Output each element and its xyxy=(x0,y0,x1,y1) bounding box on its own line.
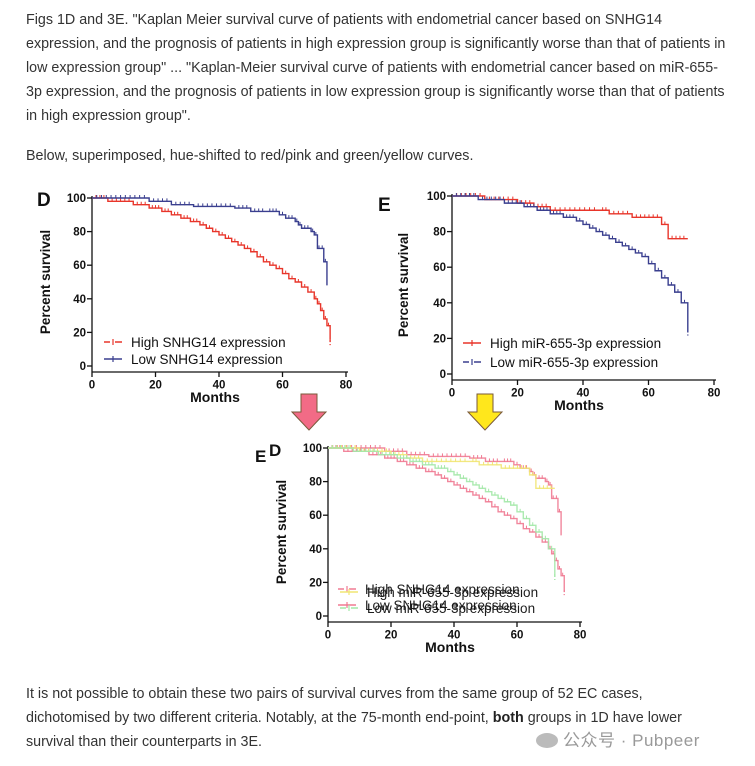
legend-label: High miR-655-3p expression xyxy=(490,336,661,351)
series-4-curve xyxy=(328,445,556,580)
wechat-icon xyxy=(536,733,558,748)
y-tick-label: 0 xyxy=(316,611,322,623)
series-1-step-line xyxy=(452,195,688,240)
series-1-step-line xyxy=(92,197,331,340)
series-1-curve xyxy=(92,195,331,346)
conclusion-emphasis: both xyxy=(492,710,524,726)
x-axis-title: Months xyxy=(425,639,475,655)
y-tick-label: 0 xyxy=(440,369,446,381)
y-tick-label: 20 xyxy=(433,333,446,345)
legend-label: High SNHG14 expression xyxy=(131,335,286,350)
series-2-curve xyxy=(92,195,328,286)
series-2-curve xyxy=(452,193,689,336)
x-tick-label: 20 xyxy=(149,380,162,392)
chart-panel-d: 0 20 40 60 80 100 0 20 40 60 80 Months Percent survi… xyxy=(38,193,352,405)
x-tick-label: 60 xyxy=(642,388,655,400)
series-4-step-line xyxy=(328,447,556,574)
x-tick-label: 80 xyxy=(708,388,721,400)
legend-label: Low miR-655-3p expression xyxy=(367,601,535,616)
watermark: 公众号 · Pubpeer xyxy=(536,726,700,751)
legend-label: Low miR-655-3p expression xyxy=(490,355,658,370)
legend-label: High SNHG14 expression xyxy=(365,582,520,597)
x-tick-label: 40 xyxy=(448,630,461,642)
x-tick-label: 0 xyxy=(325,630,331,642)
x-tick-label: 0 xyxy=(89,380,95,392)
y-tick-label: 100 xyxy=(67,193,86,205)
conclusion-paragraph: It is not possible to obtain these two p… xyxy=(26,682,726,754)
y-tick-label: 80 xyxy=(433,227,446,239)
x-tick-label: 80 xyxy=(574,630,587,642)
series-3-step-line xyxy=(328,447,555,490)
conclusion-text-b: groups in 1D have lower survival than th… xyxy=(26,710,682,750)
y-axis-title: Percent survival xyxy=(396,233,411,337)
panel-letter-e: E xyxy=(378,195,391,216)
overlay-note: Below, superimposed, hue-shifted to red/… xyxy=(26,148,474,164)
panel-letter-e-overlay: E xyxy=(255,447,266,466)
legend-label: High miR-655-3p expression xyxy=(367,585,538,600)
chart-panel-e: 0 20 40 60 80 100 0 20 40 60 80 Months Percent survi… xyxy=(396,191,720,413)
legend: High SNHG14 expression Low SNHG14 express… xyxy=(104,335,286,367)
down-arrow-pink xyxy=(290,393,328,431)
y-tick-label: 40 xyxy=(433,298,446,310)
y-tick-label: 40 xyxy=(309,544,322,556)
y-tick-label: 100 xyxy=(303,443,322,455)
x-tick-label: 0 xyxy=(449,388,455,400)
x-tick-label: 80 xyxy=(340,380,353,392)
legend-label: Low SNHG14 expression xyxy=(131,352,283,367)
x-tick-label: 20 xyxy=(385,630,398,642)
legend-label: Low SNHG14 expression xyxy=(365,598,517,613)
x-axis-title: Months xyxy=(554,397,604,413)
y-axis-title: Percent survival xyxy=(38,230,53,334)
y-tick-label: 0 xyxy=(80,361,86,373)
y-tick-label: 80 xyxy=(309,477,322,489)
y-tick-label: 20 xyxy=(73,327,86,339)
chart-panel-overlay: 0 20 40 60 80 100 0 20 40 60 80 Months Percent survi… xyxy=(274,443,586,655)
y-axis-title: Percent survival xyxy=(274,480,289,584)
y-tick-label: 100 xyxy=(427,191,446,203)
watermark-text: 公众号 · Pubpeer xyxy=(563,731,700,750)
conclusion-text-a: It is not possible to obtain these two p… xyxy=(26,686,643,726)
x-tick-label: 40 xyxy=(213,380,226,392)
y-tick-label: 60 xyxy=(433,262,446,274)
series-2-curve xyxy=(328,445,562,536)
y-tick-label: 60 xyxy=(309,510,322,522)
y-tick-label: 40 xyxy=(73,294,86,306)
panel-letter-d-overlay: D xyxy=(269,441,281,460)
y-tick-label: 60 xyxy=(73,260,86,272)
down-arrow-yellow xyxy=(466,393,504,431)
x-tick-label: 20 xyxy=(511,388,524,400)
panel-letter-d: D xyxy=(37,190,51,211)
legend: High miR-655-3p expression Low miR-655-3p… xyxy=(463,336,661,370)
caption-paragraph: Figs 1D and 3E. "Kaplan Meier survival c… xyxy=(26,12,726,124)
x-tick-label: 60 xyxy=(276,380,289,392)
x-tick-label: 60 xyxy=(511,630,524,642)
x-tick-label: 40 xyxy=(577,388,590,400)
x-axis-title: Months xyxy=(190,389,240,405)
series-2-step-line xyxy=(452,195,689,330)
y-tick-label: 20 xyxy=(309,577,322,589)
series-2-step-line xyxy=(92,197,328,286)
y-tick-label: 80 xyxy=(73,227,86,239)
